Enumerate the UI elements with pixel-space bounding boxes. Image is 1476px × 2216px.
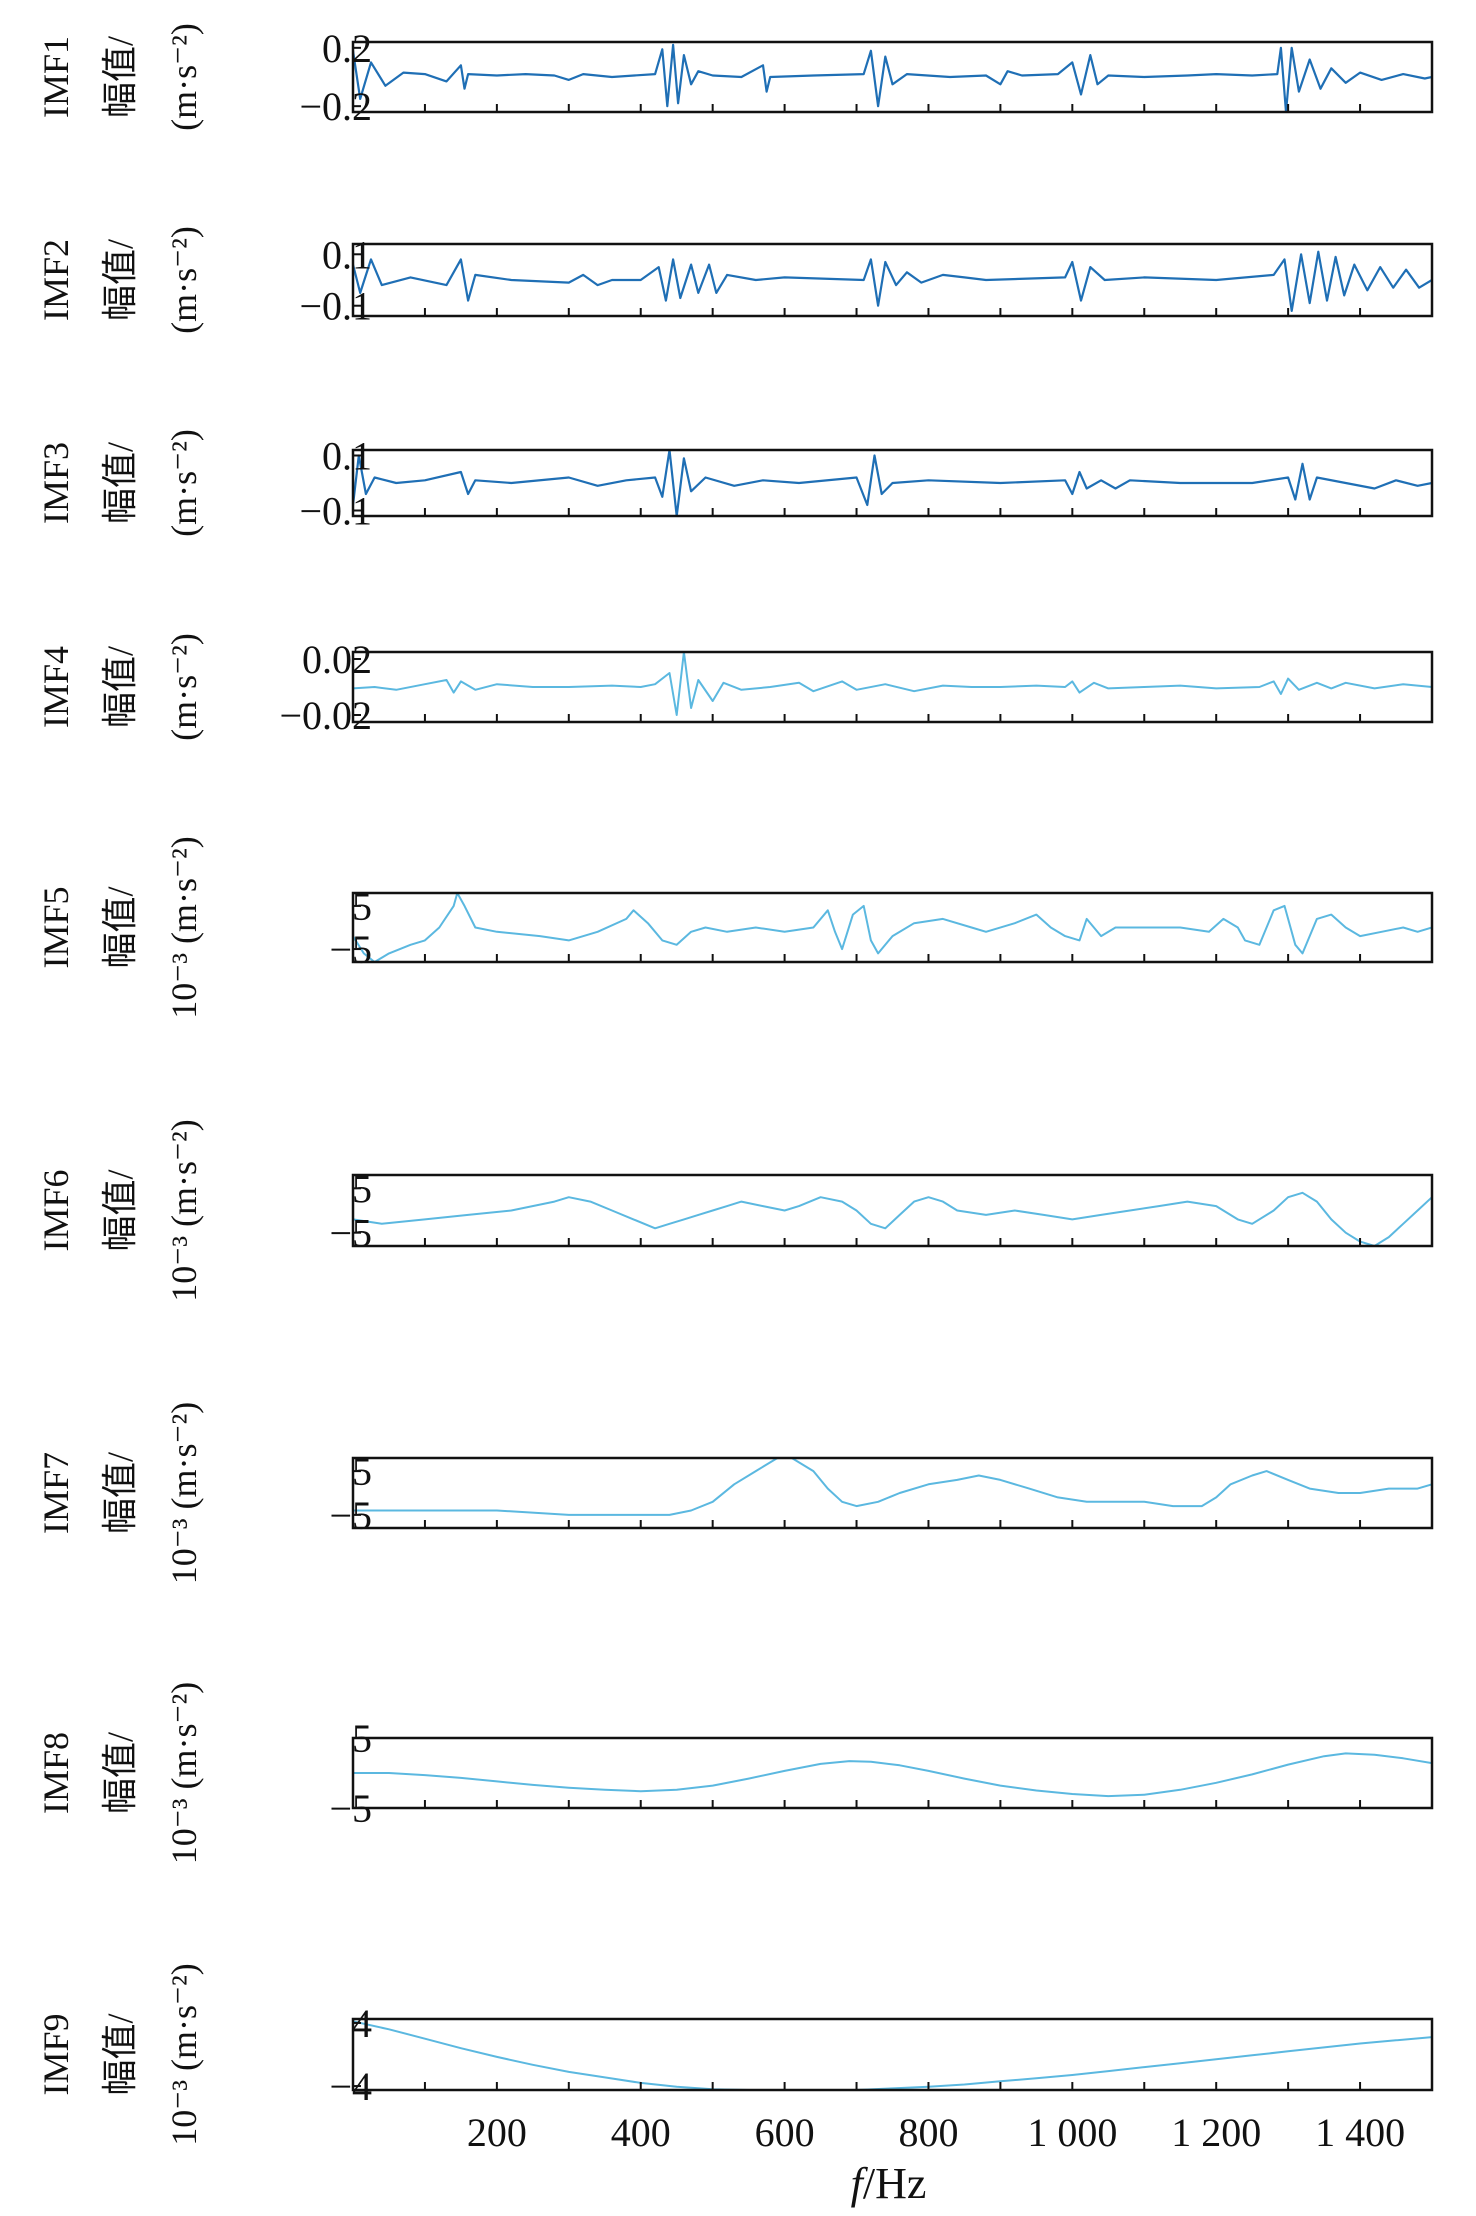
y-tick-label: −4 bbox=[329, 2064, 372, 2109]
series-line-imf8 bbox=[353, 1752, 1432, 1798]
y-tick-label: 0.1 bbox=[322, 232, 372, 277]
panel-imf8: 5 −5 IMF8 幅值/10⁻³ (m·s⁻²) bbox=[36, 1682, 1434, 1865]
y-axis-label-line-1: IMF5 bbox=[36, 886, 76, 968]
y-tick-label: 5 bbox=[352, 1449, 372, 1494]
series-line-imf5 bbox=[353, 893, 1432, 962]
y-tick-label: 5 bbox=[352, 1716, 372, 1761]
y-axis-label-line-1: IMF1 bbox=[36, 36, 76, 118]
y-axis-label-line-2: 幅值/ bbox=[100, 1169, 140, 1251]
y-axis-label-line-3: (m·s⁻²) bbox=[164, 226, 204, 334]
panel-imf1: 0.2 −0.2 IMF1 幅值/ (m·s⁻²) bbox=[36, 23, 1434, 131]
y-axis-label-line-3: 10⁻³ (m·s⁻²) bbox=[164, 1119, 204, 1302]
panel-imf3: 0.1 −0.1 IMF3 幅值/ (m·s⁻²) bbox=[36, 429, 1434, 537]
panel-imf5: 5−5 IMF5 幅值/10⁻³ (m·s⁻²) bbox=[36, 836, 1434, 1019]
plot-frame bbox=[351, 1173, 1434, 1248]
series-line-imf7 bbox=[353, 1458, 1432, 1516]
y-axis-label-line-1: IMF8 bbox=[36, 1732, 76, 1814]
x-tick-label: 1 200 bbox=[1171, 2110, 1261, 2155]
y-axis-label-line-1: IMF9 bbox=[36, 2013, 76, 2095]
y-axis-label-line-1: IMF2 bbox=[36, 239, 76, 321]
plot-frame bbox=[351, 242, 1434, 318]
y-axis-label-line-1: IMF7 bbox=[36, 1452, 76, 1534]
y-axis-label-line-3: (m·s⁻²) bbox=[164, 429, 204, 537]
y-axis-label-line-3: (m·s⁻²) bbox=[164, 633, 204, 741]
x-tick-label: 400 bbox=[611, 2110, 671, 2155]
x-tick-label: 800 bbox=[898, 2110, 958, 2155]
y-tick-label: 0.02 bbox=[302, 637, 372, 682]
y-axis-label-line-2: 幅值/ bbox=[100, 2013, 140, 2095]
y-axis-label-line-2: 幅值/ bbox=[100, 239, 140, 321]
y-tick-label: 5 bbox=[352, 1166, 372, 1211]
plot-frame bbox=[351, 1456, 1434, 1530]
y-axis-label-line-3: (m·s⁻²) bbox=[164, 23, 204, 131]
series-line-imf3 bbox=[353, 450, 1432, 516]
series-line-imf2 bbox=[353, 250, 1432, 312]
y-tick-label: −5 bbox=[329, 1786, 372, 1831]
plot-frame bbox=[351, 2017, 1434, 2092]
series-line-imf9 bbox=[353, 2020, 1432, 2090]
panel-imf2: 0.1 −0.1 IMF2 幅值/ (m·s⁻²) bbox=[36, 226, 1434, 334]
y-tick-label: −5 bbox=[329, 1211, 372, 1256]
x-axis-label: f/Hz bbox=[851, 2159, 927, 2208]
x-tick-label: 600 bbox=[755, 2110, 815, 2155]
y-tick-label: −5 bbox=[329, 927, 372, 972]
series-line-imf4 bbox=[353, 652, 1432, 716]
plot-frame bbox=[351, 891, 1434, 964]
y-axis-label-line-3: 10⁻³ (m·s⁻²) bbox=[164, 1402, 204, 1585]
plot-frame bbox=[351, 650, 1434, 724]
x-tick-label: 1 400 bbox=[1315, 2110, 1405, 2155]
panel-imf7: 5−5 IMF7 幅值/10⁻³ (m·s⁻²) bbox=[36, 1402, 1434, 1585]
panel-imf9: 4 −4 IMF9 幅值/10⁻³ (m·s⁻²) bbox=[36, 1963, 1434, 2146]
y-axis-label-line-2: 幅值/ bbox=[100, 442, 140, 524]
panel-imf6: 5−5 IMF6 幅值/10⁻³ (m·s⁻²) bbox=[36, 1119, 1434, 1302]
y-tick-label: 0.1 bbox=[322, 434, 372, 479]
x-tick-label: 1 000 bbox=[1027, 2110, 1117, 2155]
y-axis-label-line-3: 10⁻³ (m·s⁻²) bbox=[164, 1682, 204, 1865]
y-axis-label-line-3: 10⁻³ (m·s⁻²) bbox=[164, 836, 204, 1019]
y-axis-label-line-1: IMF3 bbox=[36, 442, 76, 524]
y-tick-label: −0.2 bbox=[299, 84, 372, 129]
plot-frame bbox=[351, 1736, 1434, 1810]
x-axis: 200 400 600 800 1 000 1 200 1 400 f/Hz bbox=[467, 2110, 1405, 2208]
y-tick-label: 5 bbox=[352, 884, 372, 929]
y-axis-label-line-1: IMF4 bbox=[36, 646, 76, 728]
plot-frame bbox=[351, 40, 1434, 114]
y-tick-label: −0.02 bbox=[279, 693, 372, 738]
y-axis-label-line-1: IMF6 bbox=[36, 1169, 76, 1251]
series-line-imf1 bbox=[353, 43, 1432, 112]
y-axis-label-line-2: 幅值/ bbox=[100, 1452, 140, 1534]
y-axis-label-line-3: 10⁻³ (m·s⁻²) bbox=[164, 1963, 204, 2146]
panels-layer: 0.2 −0.2 IMF1 幅值/ (m·s⁻²) 0.1 −0.1 IMF2 幅值/ (m·s⁻… bbox=[36, 23, 1434, 2146]
y-axis-label-line-2: 幅值/ bbox=[100, 36, 140, 118]
y-tick-label: −0.1 bbox=[299, 284, 372, 329]
y-tick-label: −0.1 bbox=[299, 489, 372, 534]
series-line-imf6 bbox=[353, 1191, 1432, 1246]
y-axis-label-line-2: 幅值/ bbox=[100, 1732, 140, 1814]
y-tick-label: 0.2 bbox=[322, 26, 372, 71]
y-axis-label-line-2: 幅值/ bbox=[100, 646, 140, 728]
panel-imf4: 0.02 −0.02 IMF4 幅值/ (m·s⁻²) bbox=[36, 633, 1434, 741]
plot-frame bbox=[351, 448, 1434, 518]
x-tick-label: 200 bbox=[467, 2110, 527, 2155]
y-axis-label-line-2: 幅值/ bbox=[100, 886, 140, 968]
y-tick-label: 4 bbox=[352, 2001, 372, 2046]
y-tick-label: −5 bbox=[329, 1493, 372, 1538]
